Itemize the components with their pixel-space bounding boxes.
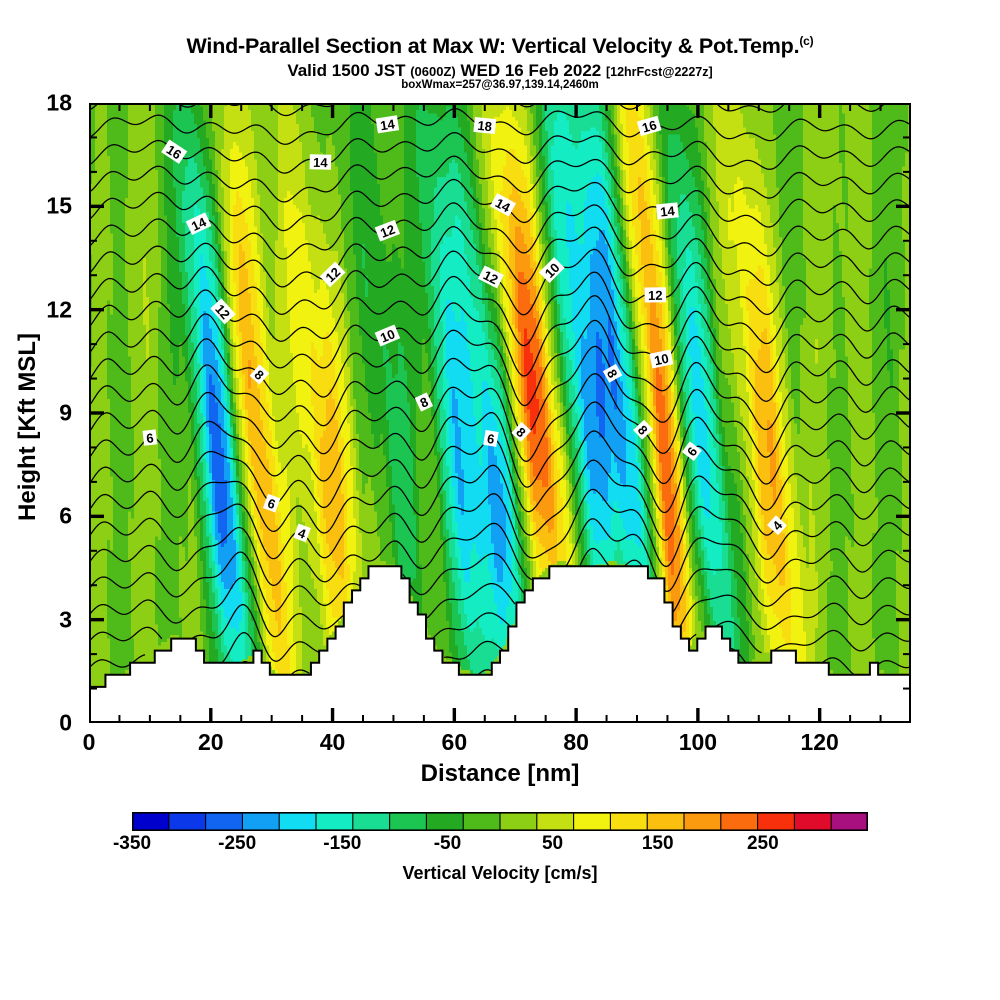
axis-ticks	[89, 103, 911, 723]
colorbar-tick-label: -350	[112, 833, 152, 854]
y-tick-label: 12	[46, 296, 72, 323]
page-title: Wind-Parallel Section at Max W: Vertical…	[0, 34, 1000, 59]
svg-text:14: 14	[189, 214, 209, 234]
svg-text:10: 10	[378, 326, 397, 345]
x-tick-label: 80	[563, 729, 589, 755]
y-tick-label: 18	[46, 89, 72, 116]
y-tick-label: 9	[59, 399, 72, 426]
svg-text:16: 16	[164, 142, 184, 162]
colorbar-tick-label: -150	[323, 833, 362, 854]
x-tick-label: 100	[678, 729, 718, 755]
svg-text:12: 12	[378, 222, 397, 241]
svg-text:6: 6	[266, 495, 278, 512]
x-tick-label: 20	[197, 729, 224, 755]
y-tick-label: 15	[46, 192, 72, 219]
colorbar-title: Vertical Velocity [cm/s]	[402, 863, 598, 883]
subtitle-valid-time: Valid 1500 JST (0600Z) WED 16 Feb 2022 […	[0, 61, 1000, 81]
x-tick-label: 120	[800, 729, 839, 755]
plot-area: 16 14 12 14 12 8 6 6 14 12 10 8 18 14 12 8 6 10 16 14 12 10 8 8…	[89, 103, 911, 723]
svg-text:18: 18	[477, 118, 493, 134]
colorbar-tick-label: -50	[433, 833, 462, 854]
svg-text:14: 14	[313, 155, 329, 170]
subtitle-zulu: (0600Z)	[410, 64, 456, 79]
svg-text:16: 16	[640, 117, 658, 135]
svg-text:14: 14	[659, 203, 676, 219]
svg-text:14: 14	[379, 116, 396, 133]
x-tick-label: 40	[319, 729, 346, 755]
subtitle-forecast-tag: [12hrFcst@2227z]	[605, 65, 713, 79]
terrain-mask	[89, 565, 911, 723]
svg-text:6: 6	[486, 431, 496, 447]
svg-text:12: 12	[481, 267, 501, 287]
y-tick-label: 3	[59, 606, 72, 633]
subtitle-valid: Valid 1500 JST	[287, 61, 406, 80]
cross-section-plot: 1614121412866141210818141286101614121088…	[89, 103, 911, 723]
colorbar	[132, 812, 868, 831]
x-axis-title: Distance [nm]	[420, 760, 580, 787]
x-tick-label: 60	[441, 729, 468, 755]
y-tick-label: 0	[59, 709, 72, 736]
svg-text:6: 6	[146, 430, 155, 446]
contour-labels: 1614121412866141210818141286101614121088…	[142, 115, 787, 543]
svg-text:12: 12	[648, 288, 663, 303]
title-text: Wind-Parallel Section at Max W: Vertical…	[186, 34, 800, 59]
copyright-mark: (c)	[799, 34, 814, 48]
svg-text:10: 10	[653, 351, 670, 369]
y-axis-title: Height [Kft MSL]	[14, 333, 41, 521]
subtitle-boxwmax: boxWmax=257@36.97,139.14,2460m	[401, 79, 599, 91]
colorbar-tick-label: 50	[541, 833, 564, 854]
colorbar-swatches	[132, 812, 868, 831]
colorbar-tick-label: -250	[218, 833, 257, 854]
colorbar-tick-label: 150	[641, 833, 674, 854]
y-tick-label: 6	[59, 502, 72, 529]
subtitle-date: WED 16 Feb 2022	[460, 61, 602, 80]
x-tick-label: 0	[82, 729, 96, 755]
colorbar-tick-label: 250	[746, 833, 779, 854]
